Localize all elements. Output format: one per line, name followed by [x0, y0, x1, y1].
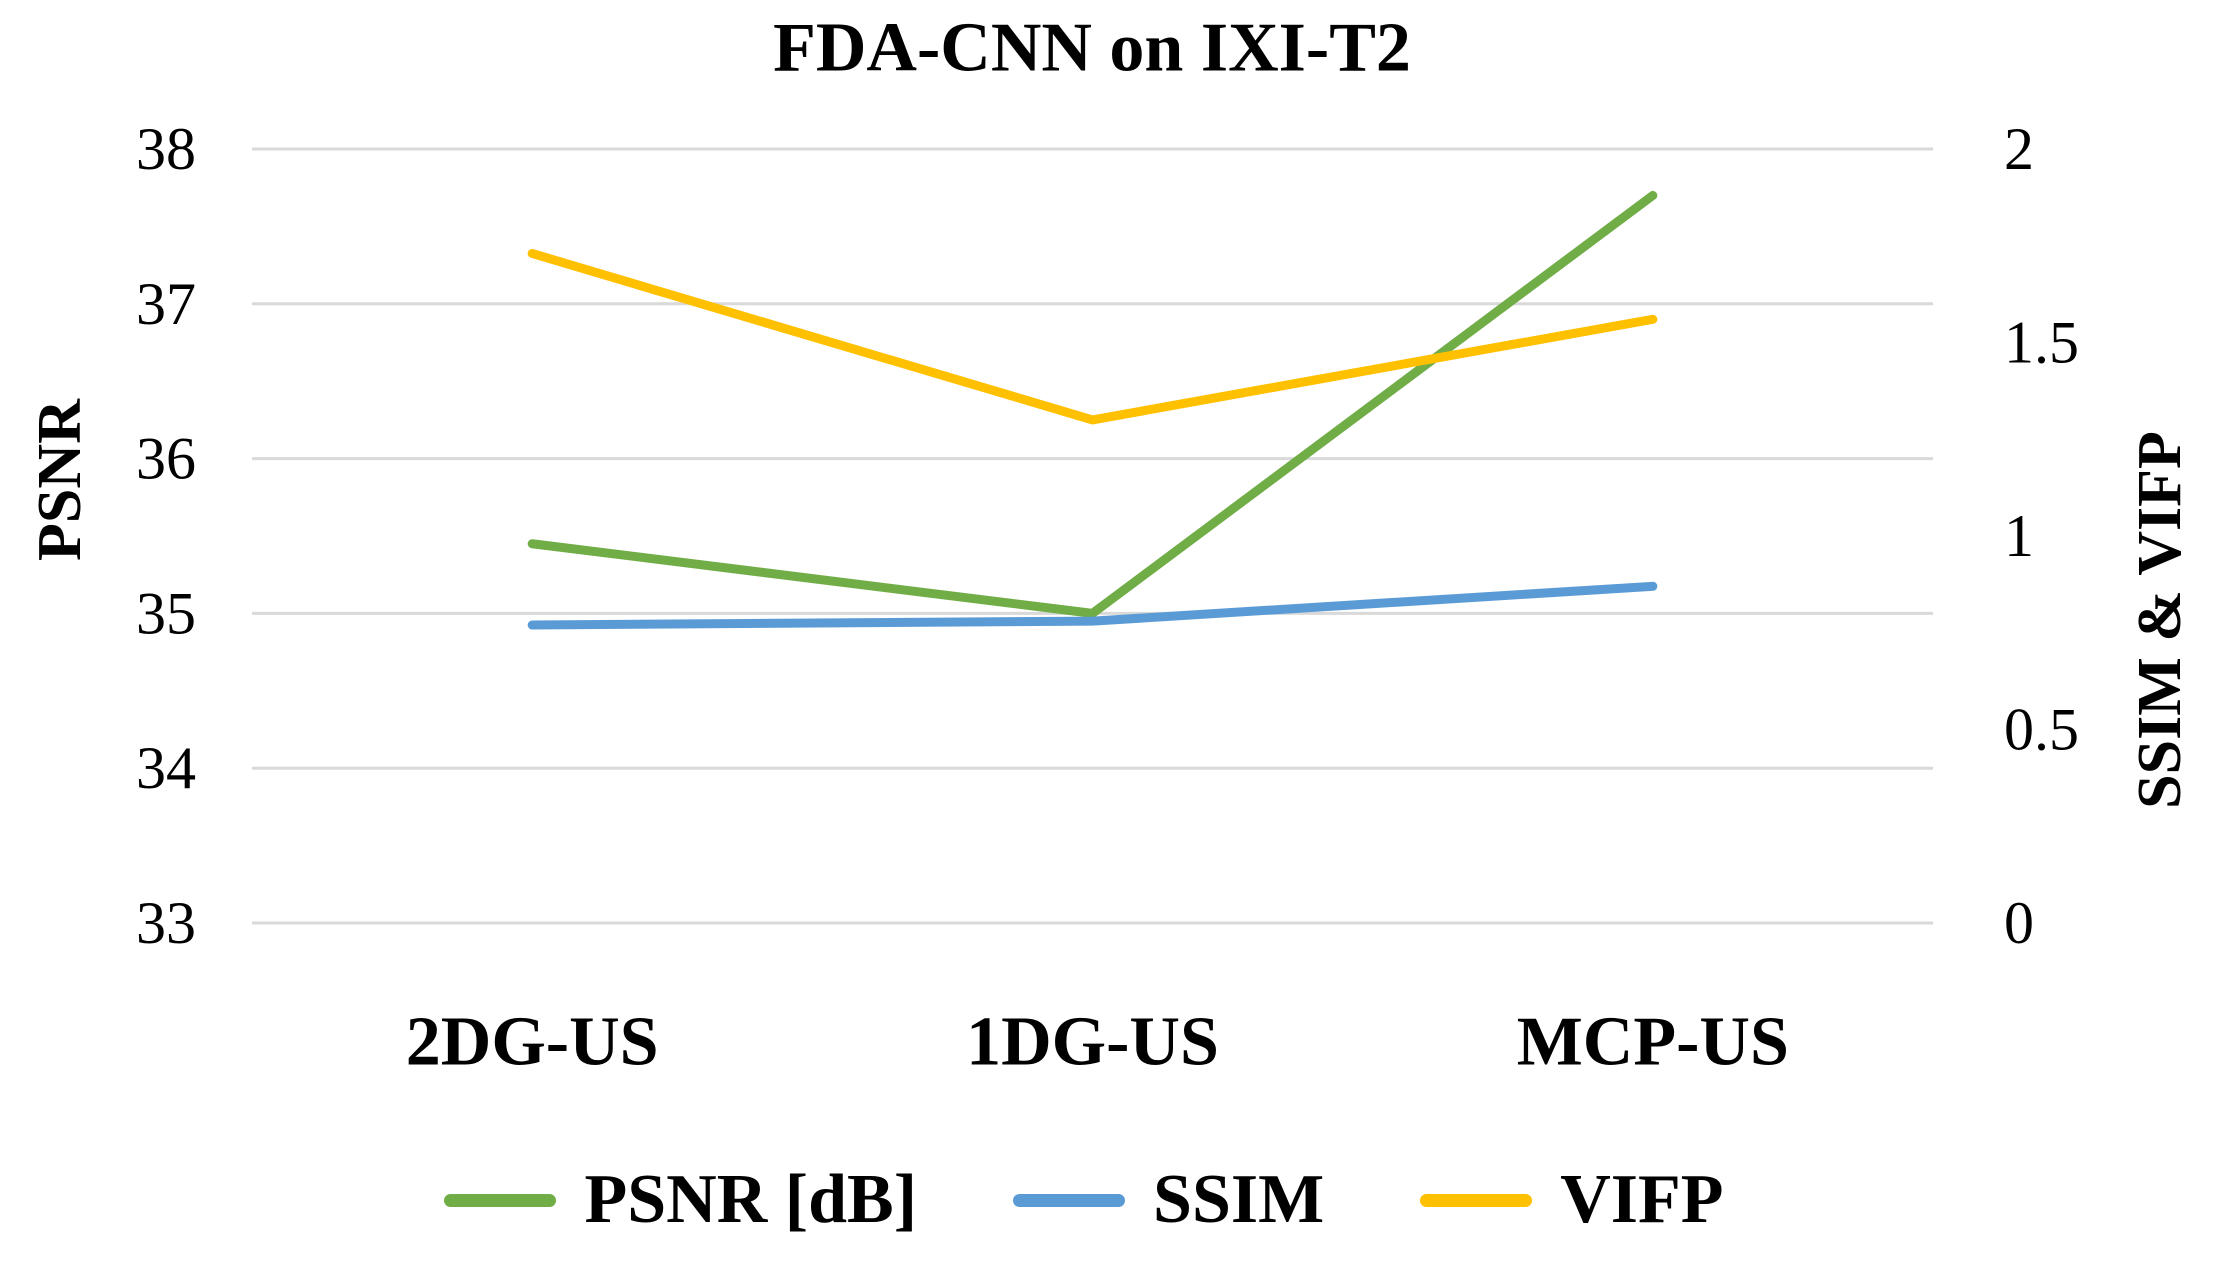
legend-label: SSIM	[1153, 1161, 1325, 1238]
legend-label: PSNR [dB]	[584, 1161, 918, 1238]
left-axis-ticks: 38 37 36 35 34 33	[136, 116, 196, 956]
x-axis-category-labels: 2DG-US 1DG-US MCP-US	[406, 1004, 1789, 1081]
legend-item: PSNR [dB]	[444, 1160, 917, 1240]
left-axis-tick: 34	[136, 735, 196, 801]
legend-line-swatch-icon	[444, 1193, 557, 1207]
gridlines-group	[252, 147, 1933, 925]
series-line-ssim	[527, 581, 1658, 630]
right-axis-tick: 0.5	[2004, 697, 2079, 763]
series-line-psnr-db	[527, 190, 1658, 618]
legend-item: VIFP	[1420, 1160, 1724, 1240]
x-axis-category-label: 2DG-US	[406, 1004, 659, 1081]
left-axis-tick: 33	[136, 890, 196, 956]
left-axis-tick: 35	[136, 580, 196, 646]
series-line-vifp	[527, 248, 1658, 425]
right-axis-tick: 0	[2004, 890, 2034, 956]
legend-label: VIFP	[1560, 1161, 1724, 1238]
x-axis-category-label: 1DG-US	[966, 1004, 1219, 1081]
left-axis-tick: 37	[136, 271, 196, 337]
series-lines-group	[527, 190, 1658, 630]
right-axis-tick: 1.5	[2004, 310, 2079, 376]
legend-item: SSIM	[1013, 1160, 1324, 1240]
right-axis-title: SSIM & VIFP	[2126, 431, 2194, 809]
right-axis-ticks: 2 1.5 1 0.5 0	[2004, 116, 2079, 956]
legend-line-swatch-icon	[1013, 1193, 1126, 1207]
right-axis-tick: 2	[2004, 116, 2034, 182]
left-axis-title: PSNR	[26, 398, 94, 561]
legend-line-swatch-icon	[1420, 1193, 1533, 1207]
chart-title: FDA-CNN on IXI-T2	[773, 10, 1411, 87]
x-axis-category-label: MCP-US	[1517, 1004, 1789, 1081]
left-axis-tick: 36	[136, 426, 196, 492]
left-axis-tick: 38	[136, 116, 196, 182]
right-axis-tick: 1	[2004, 503, 2034, 569]
legend: PSNR [dB] SSIM VIFP	[0, 1150, 2168, 1250]
